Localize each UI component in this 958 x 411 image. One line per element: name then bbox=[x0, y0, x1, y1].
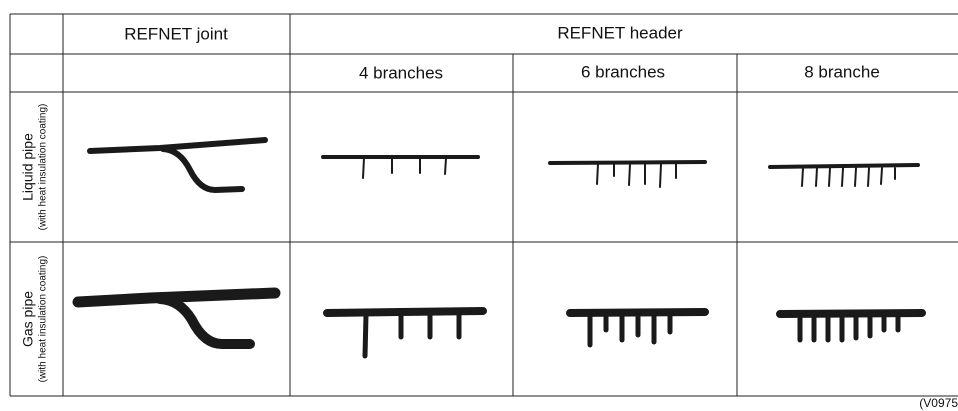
table-grid bbox=[9, 13, 958, 397]
pipe-drawing bbox=[72, 287, 281, 349]
row-note: (with heat insulation coating) bbox=[38, 256, 49, 383]
pipe-drawing bbox=[87, 137, 268, 194]
subcolumn-header: 4 branches bbox=[359, 63, 443, 82]
subcolumn-header: 8 branche bbox=[804, 62, 880, 81]
row-note: (with heat insulation coating) bbox=[38, 104, 49, 231]
column-header: REFNET joint bbox=[124, 24, 228, 43]
column-header: REFNET header bbox=[557, 23, 683, 42]
figure-code: (V0975 bbox=[919, 396, 958, 410]
row-label: Gas pipe bbox=[20, 291, 36, 347]
subcolumn-header: 6 branches bbox=[581, 62, 665, 81]
row-label: Liquid pipe bbox=[20, 133, 36, 201]
pipe-drawing bbox=[323, 307, 926, 359]
pipe-drawing bbox=[321, 155, 920, 188]
